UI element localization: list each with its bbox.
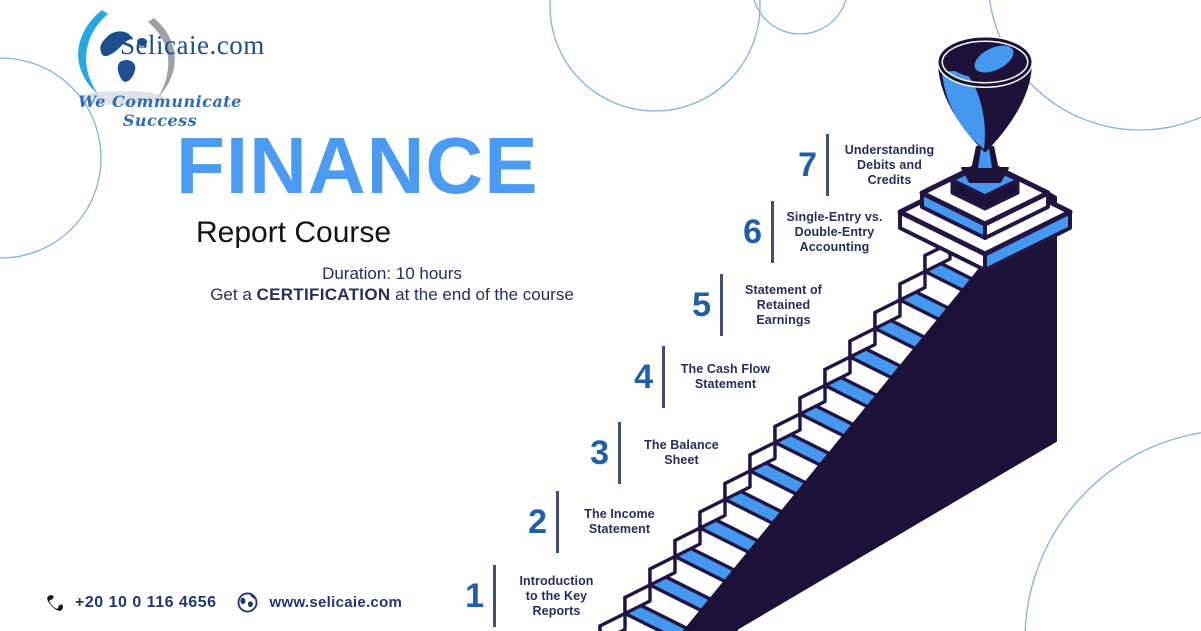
trophy-icon: [937, 36, 1033, 211]
step-label: Introduction to the Key Reports: [519, 573, 594, 618]
step-divider: [493, 565, 496, 627]
step-number: 2: [528, 503, 547, 541]
course-subtitle: Report Course: [196, 216, 392, 249]
step-divider: [618, 422, 621, 484]
step-divider: [662, 346, 665, 408]
globe-icon: [237, 592, 258, 613]
brand-name: Selicaie.com: [120, 30, 265, 60]
decor-circle-left: [0, 57, 102, 259]
step-label: The Balance Sheet: [644, 438, 719, 467]
cert-suffix: at the end of the course: [390, 285, 574, 305]
staircase-wall: [683, 189, 1057, 631]
decor-circle-top-small: [753, 0, 847, 35]
step-item-1: 1 Introduction to the Key Reports: [446, 558, 609, 631]
step-number: 7: [798, 146, 817, 184]
step-number: 1: [465, 577, 484, 615]
logo-shadow: [80, 91, 164, 105]
phone-number: +20 10 0 116 4656: [75, 593, 217, 611]
logo-continent-small: [137, 38, 147, 46]
step-item-6: 6 Single-Entry vs. Double-Entry Accounti…: [724, 194, 887, 270]
step-label: Single-Entry vs. Double-Entry Accounting: [786, 209, 883, 254]
cert-prefix: Get a: [210, 285, 257, 305]
step-label: The Income Statement: [584, 507, 655, 536]
logo-swoosh-blue: [78, 10, 108, 94]
step-number: 6: [743, 213, 762, 251]
step-label: The Cash Flow Statement: [680, 362, 771, 391]
course-duration: Duration: 10 hours: [322, 264, 462, 283]
course-meta: Duration: 10 hours Get a CERTIFICATION a…: [168, 263, 616, 306]
website-url: www.selicaie.com: [269, 594, 403, 611]
step-item-4: 4 The Cash Flow Statement: [615, 339, 778, 415]
step-item-7: 7 Understanding Debits and Credits: [779, 127, 942, 203]
logo-continent-south: [117, 59, 136, 82]
phone-handset-icon: [44, 593, 63, 612]
course-certification: Get a CERTIFICATION at the end of the co…: [168, 284, 616, 305]
logo-continent-north: [100, 31, 132, 57]
step-item-2: 2 The Income Statement: [509, 484, 672, 560]
step-number: 5: [692, 286, 711, 324]
decor-circle-top-left: [549, 0, 761, 112]
step-label: Understanding Debits and Credits: [844, 142, 935, 187]
brand-tagline: We Communicate Success: [78, 92, 242, 130]
course-title: FINANCE: [176, 121, 539, 210]
step-divider: [720, 274, 723, 336]
cert-word: CERTIFICATION: [256, 285, 391, 305]
contact-bar: +20 10 0 116 4656 www.selicaie.com: [44, 592, 402, 613]
logo-globe-icon: [78, 10, 175, 105]
decor-circle-top-right: [988, 0, 1201, 131]
decor-circle-bottom-right: [1024, 432, 1201, 631]
step-item-5: 5 Statement of Retained Earnings: [673, 267, 836, 343]
logo-swoosh-gray: [148, 18, 175, 98]
step-number: 4: [634, 358, 653, 396]
step-divider: [556, 491, 559, 553]
step-divider: [826, 134, 829, 196]
step-divider: [771, 201, 774, 263]
step-number: 3: [590, 434, 609, 472]
step-label: Statement of Retained Earnings: [745, 282, 822, 327]
step-item-3: 3 The Balance Sheet: [571, 415, 734, 491]
